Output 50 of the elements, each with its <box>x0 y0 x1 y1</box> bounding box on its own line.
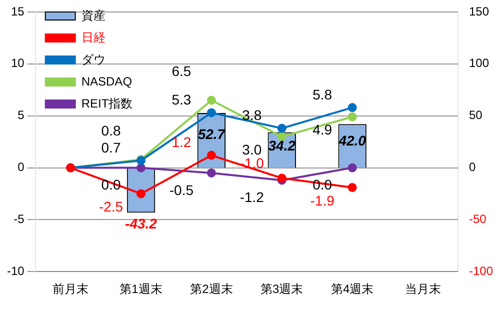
x-tick-label: 第1週末 <box>120 282 162 296</box>
point <box>206 108 216 118</box>
y2-tick-label: 50 <box>468 108 483 122</box>
y-tick-label: 15 <box>10 4 25 18</box>
y-tick-label: -5 <box>14 212 25 226</box>
y2-tick-label: 100 <box>468 56 490 70</box>
x-tick-label: 第3週末 <box>260 282 304 296</box>
data-label: 5.8 <box>312 86 332 102</box>
legend-label: 日経 <box>81 30 106 44</box>
data-label: -43.2 <box>125 215 158 232</box>
data-label: -1.9 <box>310 192 335 208</box>
point <box>206 96 216 105</box>
point <box>348 182 357 192</box>
point <box>348 103 357 112</box>
y-tick-label: 5 <box>18 108 25 122</box>
x-tick-label: 第4週末 <box>330 282 374 296</box>
data-label: -1.2 <box>240 189 264 206</box>
y-tick-label: -10 <box>7 264 25 278</box>
point <box>348 163 357 172</box>
legend-label: NASDAQ <box>81 74 132 88</box>
y2-tick-label: 150 <box>468 4 490 18</box>
x-tick-label: 前月末 <box>52 282 89 296</box>
point <box>136 189 146 198</box>
data-label: 3.0 <box>242 141 262 158</box>
data-label: 0.7 <box>101 139 121 156</box>
y-tick-label: 10 <box>10 56 25 70</box>
data-label: 4.9 <box>312 122 332 138</box>
x-tick-label: 当月末 <box>404 282 441 296</box>
y-tick-label: 0 <box>18 160 25 174</box>
legend-label: 資産 <box>81 8 106 22</box>
x-tick-label: 第2週末 <box>190 282 233 296</box>
data-label: 5.3 <box>172 92 192 108</box>
point <box>206 150 216 160</box>
legend-label: ダウ <box>81 52 106 66</box>
data-label: 0.8 <box>101 122 121 138</box>
y2-tick-label: -100 <box>468 264 494 278</box>
data-label: 42.0 <box>338 132 366 148</box>
data-label: 34.2 <box>268 137 296 154</box>
point <box>277 124 286 133</box>
data-label: 1.2 <box>172 134 192 150</box>
point <box>136 163 146 172</box>
point <box>348 112 357 122</box>
data-label: -2.5 <box>98 198 124 215</box>
data-label: -0.5 <box>169 182 194 198</box>
data-label: 6.5 <box>172 63 192 80</box>
data-label: 3.8 <box>242 107 262 124</box>
point <box>206 168 216 178</box>
y2-tick-label: 0 <box>468 160 476 174</box>
y2-tick-label: -50 <box>468 212 487 226</box>
legend-label: REIT指数 <box>81 96 133 110</box>
